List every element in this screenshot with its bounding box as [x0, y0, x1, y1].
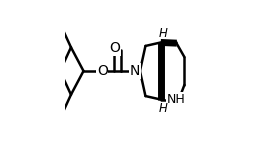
Text: H: H: [159, 27, 168, 40]
Text: N: N: [130, 64, 140, 78]
Text: O: O: [97, 64, 108, 78]
Text: H: H: [159, 102, 168, 115]
Text: O: O: [109, 41, 120, 55]
Text: NH: NH: [167, 93, 185, 106]
